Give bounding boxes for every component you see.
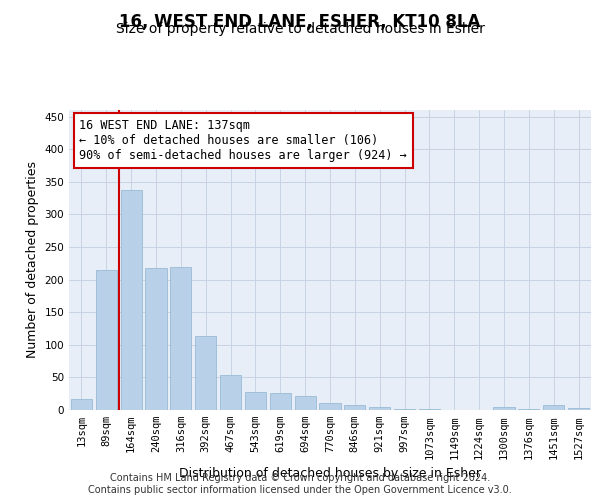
Bar [493,408,515,410]
Bar [518,408,539,410]
Bar [369,406,390,410]
Bar [220,375,241,410]
Text: Size of property relative to detached houses in Esher: Size of property relative to detached ho… [116,22,484,36]
Bar [543,406,564,410]
X-axis label: Distribution of detached houses by size in Esher: Distribution of detached houses by size … [179,467,481,480]
Bar [71,399,92,410]
Text: Contains HM Land Registry data © Crown copyright and database right 2024.
Contai: Contains HM Land Registry data © Crown c… [88,474,512,495]
Bar [344,406,365,410]
Bar [270,393,291,410]
Bar [121,190,142,410]
Bar [568,408,589,410]
Text: 16, WEST END LANE, ESHER, KT10 8LA: 16, WEST END LANE, ESHER, KT10 8LA [119,12,481,30]
Bar [96,270,117,410]
Bar [145,268,167,410]
Bar [195,336,216,410]
Bar [394,408,415,410]
Bar [170,266,191,410]
Bar [295,396,316,410]
Text: 16 WEST END LANE: 137sqm
← 10% of detached houses are smaller (106)
90% of semi-: 16 WEST END LANE: 137sqm ← 10% of detach… [79,119,407,162]
Bar [245,392,266,410]
Y-axis label: Number of detached properties: Number of detached properties [26,162,39,358]
Bar [319,404,341,410]
